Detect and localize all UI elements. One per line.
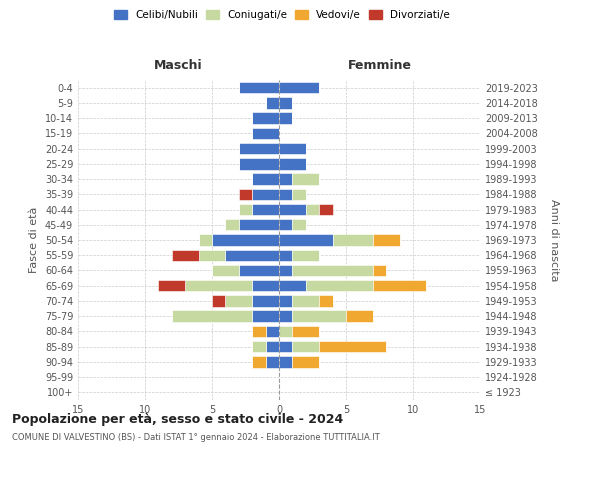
Bar — [185, 280, 252, 291]
Bar — [373, 265, 386, 276]
Bar — [279, 341, 292, 352]
Bar — [239, 204, 252, 215]
Bar — [252, 204, 279, 215]
Bar — [279, 82, 319, 94]
Bar — [292, 310, 346, 322]
Bar — [306, 204, 319, 215]
Bar — [172, 250, 199, 261]
Bar — [212, 234, 279, 246]
Bar — [292, 341, 319, 352]
Bar — [279, 265, 292, 276]
Bar — [279, 280, 306, 291]
Bar — [279, 234, 332, 246]
Bar — [212, 295, 226, 306]
Bar — [172, 310, 252, 322]
Bar — [252, 188, 279, 200]
Bar — [252, 280, 279, 291]
Bar — [279, 174, 292, 185]
Bar — [199, 234, 212, 246]
Bar — [319, 341, 386, 352]
Bar — [292, 356, 319, 368]
Bar — [252, 174, 279, 185]
Bar — [252, 295, 279, 306]
Bar — [279, 310, 292, 322]
Bar — [279, 326, 292, 337]
Bar — [279, 295, 292, 306]
Bar — [252, 326, 266, 337]
Bar — [212, 265, 239, 276]
Bar — [199, 250, 226, 261]
Bar — [279, 188, 292, 200]
Bar — [292, 295, 319, 306]
Bar — [292, 219, 306, 230]
Y-axis label: Fasce di età: Fasce di età — [29, 207, 39, 273]
Text: COMUNE DI VALVESTINO (BS) - Dati ISTAT 1° gennaio 2024 - Elaborazione TUTTITALIA: COMUNE DI VALVESTINO (BS) - Dati ISTAT 1… — [12, 432, 380, 442]
Text: Popolazione per età, sesso e stato civile - 2024: Popolazione per età, sesso e stato civil… — [12, 412, 343, 426]
Bar — [266, 356, 279, 368]
Text: Maschi: Maschi — [154, 60, 203, 72]
Bar — [373, 280, 427, 291]
Bar — [319, 295, 332, 306]
Bar — [252, 310, 279, 322]
Text: Femmine: Femmine — [347, 60, 412, 72]
Bar — [346, 310, 373, 322]
Bar — [266, 326, 279, 337]
Bar — [292, 174, 319, 185]
Bar — [239, 265, 279, 276]
Bar — [279, 356, 292, 368]
Bar — [226, 219, 239, 230]
Bar — [226, 250, 279, 261]
Bar — [239, 82, 279, 94]
Bar — [292, 188, 306, 200]
Bar — [266, 341, 279, 352]
Bar — [332, 234, 373, 246]
Bar — [279, 250, 292, 261]
Bar — [279, 112, 292, 124]
Legend: Celibi/Nubili, Coniugati/e, Vedovi/e, Divorziati/e: Celibi/Nubili, Coniugati/e, Vedovi/e, Di… — [114, 10, 450, 20]
Bar — [252, 128, 279, 139]
Y-axis label: Anni di nascita: Anni di nascita — [549, 198, 559, 281]
Bar — [252, 341, 266, 352]
Bar — [239, 188, 252, 200]
Bar — [239, 158, 279, 170]
Bar — [266, 97, 279, 108]
Bar — [252, 356, 266, 368]
Bar — [252, 112, 279, 124]
Bar — [279, 219, 292, 230]
Bar — [292, 265, 373, 276]
Bar — [292, 250, 319, 261]
Bar — [306, 280, 373, 291]
Bar — [279, 204, 306, 215]
Bar — [158, 280, 185, 291]
Bar — [239, 143, 279, 154]
Bar — [279, 97, 292, 108]
Bar — [292, 326, 319, 337]
Bar — [239, 219, 279, 230]
Bar — [226, 295, 252, 306]
Bar — [279, 158, 306, 170]
Bar — [319, 204, 332, 215]
Bar — [373, 234, 400, 246]
Bar — [279, 143, 306, 154]
